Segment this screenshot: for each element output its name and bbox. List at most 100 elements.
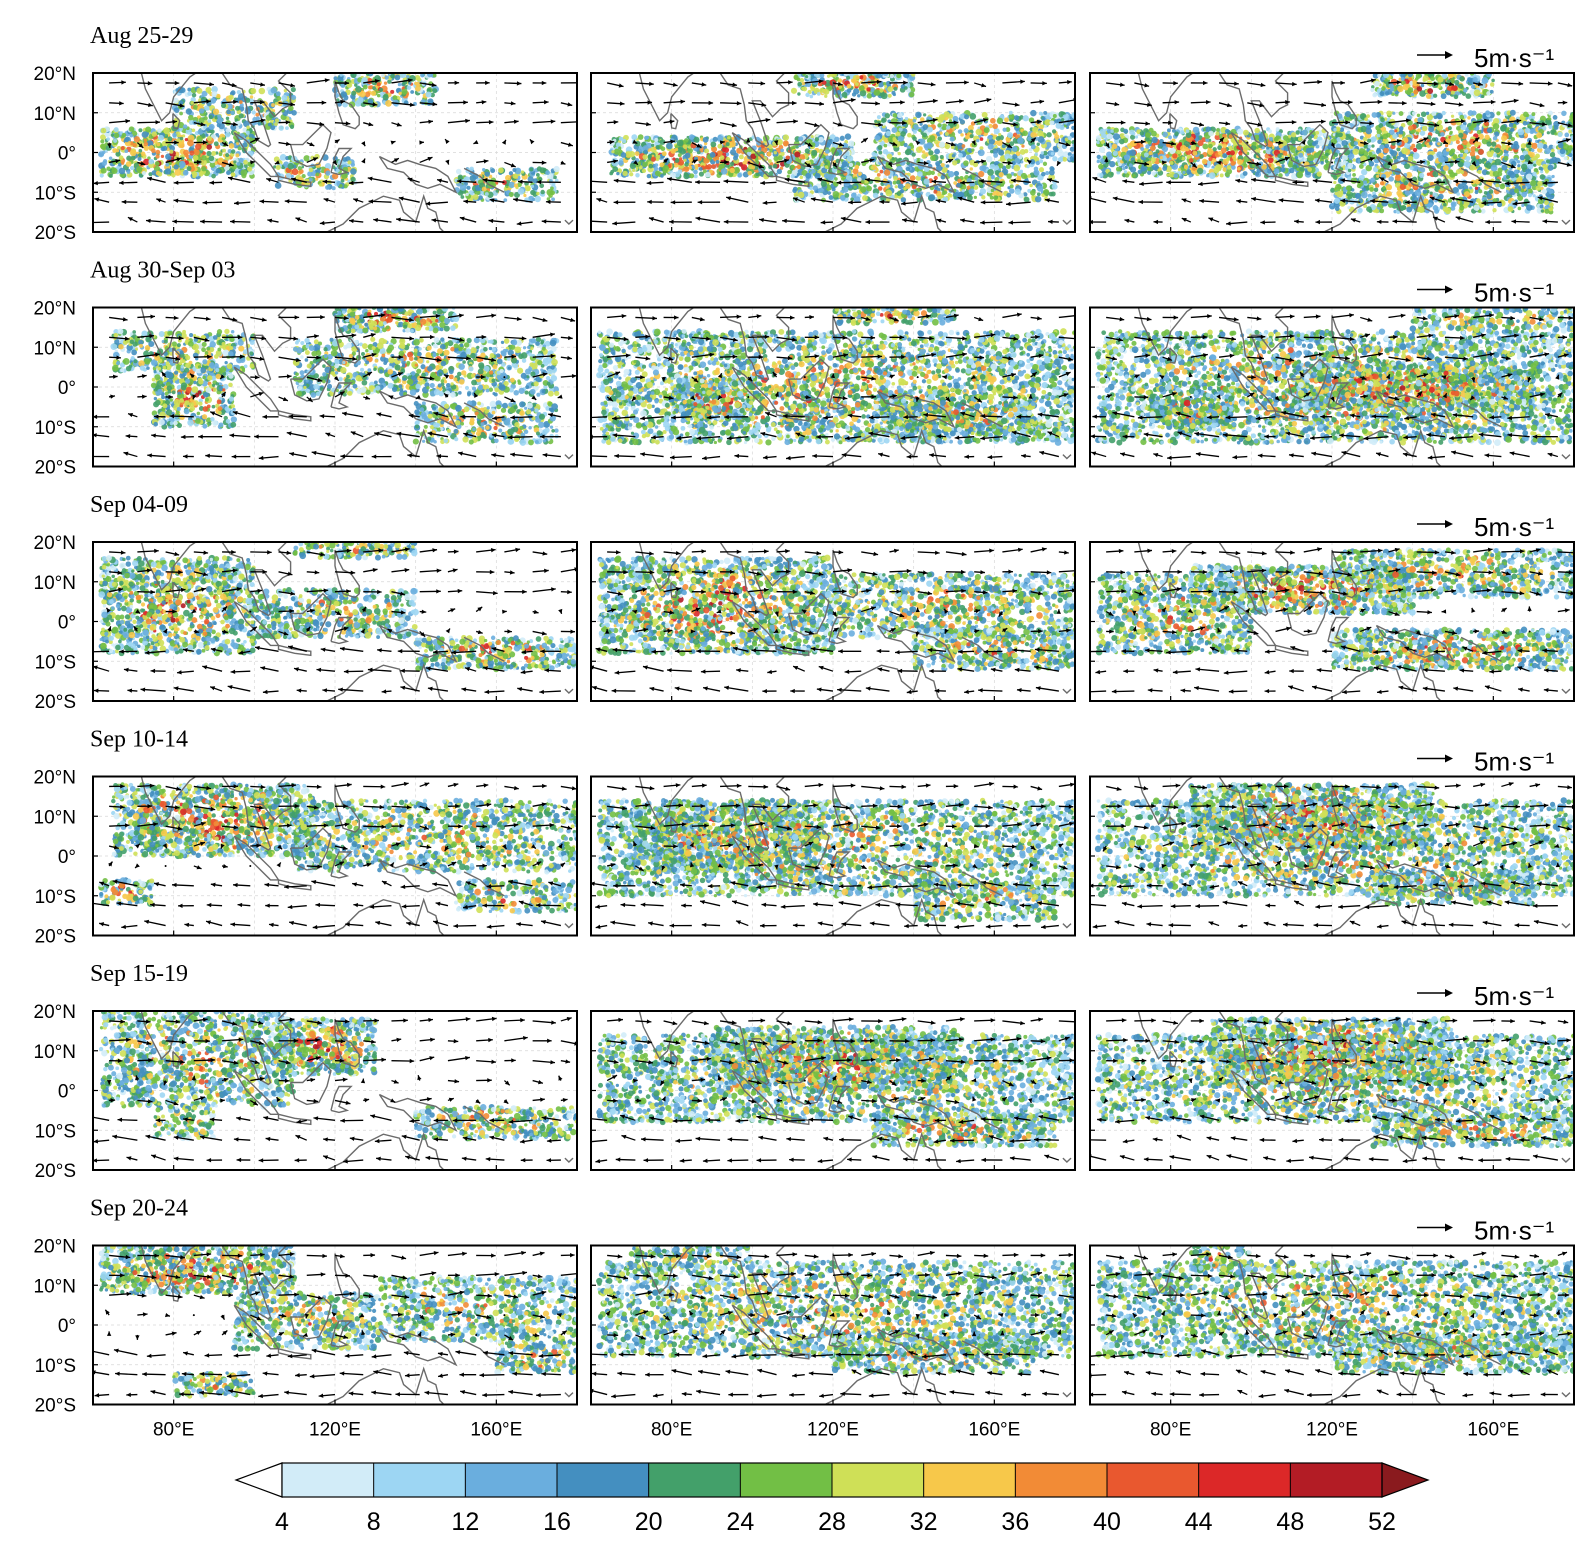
precip-cell xyxy=(143,138,148,142)
precip-cell xyxy=(432,88,438,94)
precip-cell xyxy=(876,115,881,120)
precip-cell xyxy=(245,130,250,135)
precip-cell xyxy=(1140,147,1145,151)
precip-cell xyxy=(1208,156,1213,162)
precip-cell xyxy=(782,140,789,147)
precip-cell xyxy=(940,174,946,180)
precip-cell xyxy=(621,138,627,144)
precip-cell xyxy=(1206,160,1212,165)
precip-cell xyxy=(1258,136,1265,143)
precip-cell xyxy=(1199,154,1204,159)
wind-vector xyxy=(560,121,577,124)
precip-cell xyxy=(1212,147,1217,152)
wind-vector-head xyxy=(1065,142,1071,147)
precip-cell xyxy=(809,186,813,191)
precip-cell xyxy=(857,94,861,98)
precip-cell xyxy=(987,143,994,150)
wind-vector-head xyxy=(1007,160,1013,166)
wind-vector-head xyxy=(732,82,738,87)
precip-cell xyxy=(909,175,916,182)
precip-cell xyxy=(993,152,999,158)
precip-cell xyxy=(138,128,143,133)
precip-cell xyxy=(846,88,852,93)
precip-cell xyxy=(1026,164,1030,169)
wind-vector-head xyxy=(398,196,404,201)
precip-cell xyxy=(1140,165,1147,172)
precip-cell xyxy=(1041,116,1046,121)
precip-cell xyxy=(801,81,806,86)
precip-cell xyxy=(780,151,785,157)
precip-cell xyxy=(1019,115,1024,120)
precip-cell xyxy=(196,87,203,94)
precip-cell xyxy=(996,147,1001,152)
precip-cell xyxy=(1169,147,1176,155)
precip-cell xyxy=(797,92,801,96)
precip-cell xyxy=(238,113,244,119)
precip-cell xyxy=(893,86,898,91)
precip-cell xyxy=(896,179,901,185)
precip-cell xyxy=(948,171,955,178)
precip-cell xyxy=(1252,141,1257,146)
precip-cell xyxy=(481,186,487,192)
precip-cell xyxy=(1034,152,1038,156)
precip-cell xyxy=(940,123,948,131)
wind-vector-head xyxy=(931,179,937,184)
precip-cell xyxy=(1030,144,1036,150)
precip-cell xyxy=(1295,158,1300,163)
wind-vector-head xyxy=(810,197,816,202)
precip-cell xyxy=(983,127,990,134)
wind-vector-head xyxy=(1048,219,1053,224)
precip-cell xyxy=(236,109,242,115)
precip-cell xyxy=(674,157,680,163)
precip-cell xyxy=(1037,130,1044,137)
precip-cell xyxy=(857,171,862,176)
precip-cell xyxy=(776,168,783,175)
precip-cell xyxy=(1229,150,1235,156)
precip-cell xyxy=(1067,152,1072,157)
precip-cell xyxy=(891,127,898,134)
precip-cell xyxy=(704,165,710,170)
precip-cell xyxy=(340,91,348,98)
precip-cell xyxy=(797,81,803,87)
wind-vector-head xyxy=(425,201,431,206)
precip-cell xyxy=(822,189,829,196)
wind-vector-head xyxy=(560,160,566,165)
wind-vector-head xyxy=(209,82,214,87)
precip-cell xyxy=(1273,168,1280,174)
precip-cell xyxy=(355,85,362,93)
wind-vector-head xyxy=(695,216,701,221)
precip-cell xyxy=(899,171,905,177)
map-panel xyxy=(1089,72,1575,233)
precip-cell xyxy=(354,83,358,87)
precip-cell xyxy=(1048,169,1055,176)
wind-vector-head xyxy=(348,180,354,186)
precip-cell xyxy=(333,76,338,81)
precip-cell xyxy=(1226,157,1231,162)
precip-cell xyxy=(637,134,644,140)
precip-cell xyxy=(1017,137,1024,145)
precip-cell xyxy=(937,136,942,141)
precip-cell xyxy=(1011,161,1016,165)
precip-cell xyxy=(1022,130,1028,137)
precip-cell xyxy=(1050,151,1055,156)
wind-vectors xyxy=(93,78,577,226)
wind-vector-head xyxy=(545,199,551,205)
precip-cell xyxy=(221,137,225,141)
precip-cell xyxy=(1216,128,1221,133)
precip-cell xyxy=(340,83,346,88)
precip-cell xyxy=(1008,188,1015,194)
precip-cell xyxy=(1208,130,1214,137)
precip-cell xyxy=(729,167,735,174)
precip-cell xyxy=(974,176,979,181)
wind-vector-head xyxy=(319,220,325,226)
precip-cell xyxy=(1155,149,1160,154)
precip-cell xyxy=(478,195,483,200)
precip-cell xyxy=(964,114,970,120)
precip-cell xyxy=(242,127,248,133)
precip-cell xyxy=(427,98,434,105)
precip-cell xyxy=(981,165,987,171)
precip-cell xyxy=(226,103,233,110)
precip-cell xyxy=(255,116,261,121)
precip-cell xyxy=(1292,164,1298,170)
precip-cell xyxy=(339,183,343,188)
